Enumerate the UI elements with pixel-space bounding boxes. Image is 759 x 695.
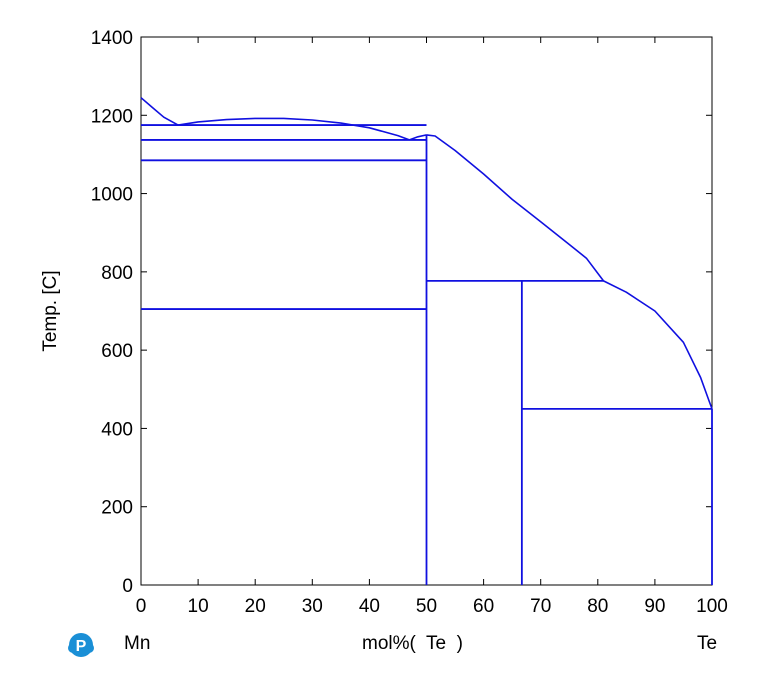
y-tick-label: 600 bbox=[101, 341, 133, 362]
y-tick-label: 0 bbox=[122, 576, 133, 597]
right-component-label: Te bbox=[697, 633, 718, 654]
y-tick-label: 1200 bbox=[91, 106, 133, 127]
axis-ticks: 0 10 20 30 40 50 60 70 80 90 100020040060080010001… bbox=[91, 28, 728, 617]
y-tick-label: 1400 bbox=[91, 28, 133, 49]
x-tick-label: 0 bbox=[136, 596, 147, 617]
liquidus-curve bbox=[177, 117, 410, 141]
liquidus-curve bbox=[409, 134, 427, 141]
y-axis-title: Temp. [C] bbox=[40, 270, 61, 351]
phase-boundaries bbox=[140, 97, 713, 585]
x-tick-label: 60 bbox=[473, 596, 494, 617]
x-axis-title: mol%( Te ) bbox=[362, 633, 464, 654]
liquidus-curve bbox=[603, 280, 713, 410]
x-tick-label: 30 bbox=[302, 596, 323, 617]
x-tick-label: 40 bbox=[359, 596, 380, 617]
x-tick-label: 80 bbox=[587, 596, 608, 617]
svg-text:P: P bbox=[76, 638, 87, 655]
x-tick-label: 20 bbox=[245, 596, 266, 617]
y-tick-label: 1000 bbox=[91, 185, 133, 206]
y-tick-label: 400 bbox=[101, 419, 133, 440]
pandat-logo-icon: P bbox=[68, 633, 94, 657]
left-component-label: Mn bbox=[124, 633, 151, 654]
x-tick-label: 100 bbox=[696, 596, 728, 617]
y-tick-label: 200 bbox=[101, 498, 133, 519]
x-tick-label: 90 bbox=[644, 596, 665, 617]
x-tick-label: 70 bbox=[530, 596, 551, 617]
x-tick-label: 50 bbox=[416, 596, 437, 617]
y-tick-label: 800 bbox=[101, 263, 133, 284]
x-tick-label: 10 bbox=[188, 596, 209, 617]
liquidus-curve bbox=[426, 134, 605, 282]
liquidus-curve bbox=[140, 97, 179, 126]
